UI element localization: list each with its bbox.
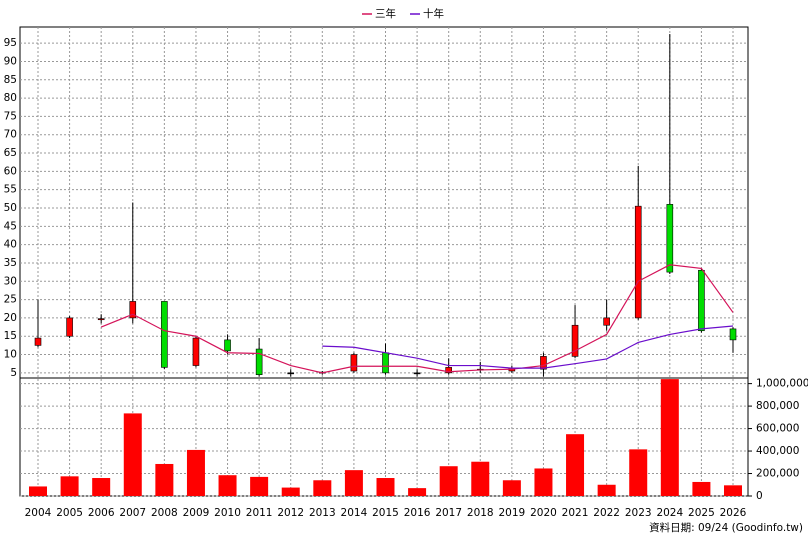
- y-tick-label: 45: [4, 220, 17, 232]
- x-tick-label: 2020: [530, 507, 557, 519]
- y-tick-label: 55: [4, 184, 17, 196]
- y-tick-label: 5: [10, 367, 17, 379]
- x-tick-label: 2018: [467, 507, 494, 519]
- volume-bar: [29, 486, 47, 496]
- candle-body: [129, 301, 137, 319]
- x-tick-label: 2009: [183, 507, 210, 519]
- x-tick-label: 2008: [151, 507, 178, 519]
- y-tick-label: 75: [4, 110, 17, 122]
- y2-tick-label: 800,000: [756, 400, 799, 412]
- y-tick-label: 80: [4, 92, 17, 104]
- volume-bar: [92, 478, 111, 496]
- volume-bar: [218, 475, 237, 496]
- candle-body: [729, 328, 737, 341]
- y-tick-label: 40: [4, 239, 17, 251]
- candle-body: [192, 337, 200, 366]
- footer: 資料日期: 09/24 (Goodinfo.tw): [649, 521, 803, 534]
- ma-line: [322, 325, 734, 369]
- x-tick-label: 2014: [341, 507, 368, 519]
- x-tick-label: 2007: [119, 507, 146, 519]
- x-tick-label: 2022: [593, 507, 620, 519]
- x-tick-label: 2017: [435, 507, 462, 519]
- legend-label: 三年: [375, 7, 396, 20]
- y-tick-label: 85: [4, 74, 17, 86]
- candle-body: [350, 354, 358, 372]
- candle-body: [66, 317, 73, 337]
- candle-body: [161, 301, 168, 368]
- y-tick-label: 50: [4, 202, 17, 214]
- candle-body: [224, 339, 231, 352]
- candle-body: [666, 204, 674, 273]
- y2-tick-label: 1,000,000: [756, 378, 808, 390]
- x-tick-label: 2016: [404, 507, 431, 519]
- y-tick-label: 15: [4, 330, 17, 342]
- candle-body: [445, 367, 452, 374]
- y-tick-label: 30: [4, 275, 17, 287]
- volume-bar: [724, 485, 742, 496]
- volume-bar: [471, 461, 490, 496]
- ma-line: [100, 264, 734, 374]
- candle-body: [571, 324, 579, 357]
- y-tick-label: 65: [4, 147, 17, 159]
- volume-bar: [344, 470, 363, 496]
- y2-tick-label: 600,000: [756, 423, 799, 435]
- x-tick-label: 2026: [720, 507, 747, 519]
- x-tick-label: 2012: [277, 507, 304, 519]
- x-tick-label: 2005: [56, 507, 83, 519]
- volume-bar: [502, 480, 521, 496]
- volume-bar: [123, 413, 142, 496]
- volume-bar: [313, 480, 332, 496]
- candle-body: [97, 318, 105, 321]
- volume-bar: [566, 434, 585, 496]
- x-tick-label: 2013: [309, 507, 336, 519]
- candle-body: [603, 317, 610, 326]
- candle-body: [382, 352, 389, 374]
- candle-body: [698, 269, 705, 332]
- volume-bar: [439, 466, 458, 496]
- x-tick-label: 2006: [88, 507, 115, 519]
- y2-tick-label: 0: [756, 490, 763, 502]
- y-tick-label: 90: [4, 55, 17, 67]
- y-tick-label: 10: [4, 349, 17, 361]
- y-tick-label: 20: [4, 312, 17, 324]
- volume-bar: [250, 476, 269, 496]
- y-tick-label: 70: [4, 129, 17, 141]
- x-tick-label: 2015: [372, 507, 399, 519]
- y-tick-label: 95: [4, 37, 17, 49]
- candle-body: [255, 348, 263, 376]
- y2-tick-label: 400,000: [756, 445, 799, 457]
- volume-bar: [186, 449, 205, 496]
- candle-body: [413, 372, 421, 375]
- x-tick-label: 2010: [214, 507, 241, 519]
- legend-label: 十年: [423, 7, 444, 20]
- volume-bar: [534, 468, 553, 496]
- y-tick-label: 35: [4, 257, 17, 269]
- candle-body: [634, 205, 642, 319]
- volume-bar: [60, 476, 79, 496]
- volume-bar: [597, 484, 616, 496]
- y-tick-label: 25: [4, 294, 17, 306]
- x-tick-label: 2011: [246, 507, 273, 519]
- volume-bar: [692, 481, 711, 496]
- x-tick-label: 2019: [498, 507, 525, 519]
- volume-bar: [376, 478, 395, 496]
- x-tick-label: 2023: [625, 507, 652, 519]
- x-tick-label: 2021: [562, 507, 589, 519]
- volume-bar: [408, 488, 427, 496]
- volume-bar: [281, 487, 300, 496]
- volume-bar: [629, 449, 648, 496]
- candle-body: [540, 356, 547, 370]
- candle-body: [34, 337, 42, 346]
- x-tick-label: 2025: [688, 507, 715, 519]
- volume-bar: [155, 463, 174, 496]
- x-tick-label: 2004: [25, 507, 52, 519]
- candle-body: [287, 372, 295, 375]
- y2-tick-label: 200,000: [756, 468, 799, 480]
- volume-bar: [660, 379, 679, 496]
- x-tick-label: 2024: [656, 507, 683, 519]
- y-tick-label: 60: [4, 165, 17, 177]
